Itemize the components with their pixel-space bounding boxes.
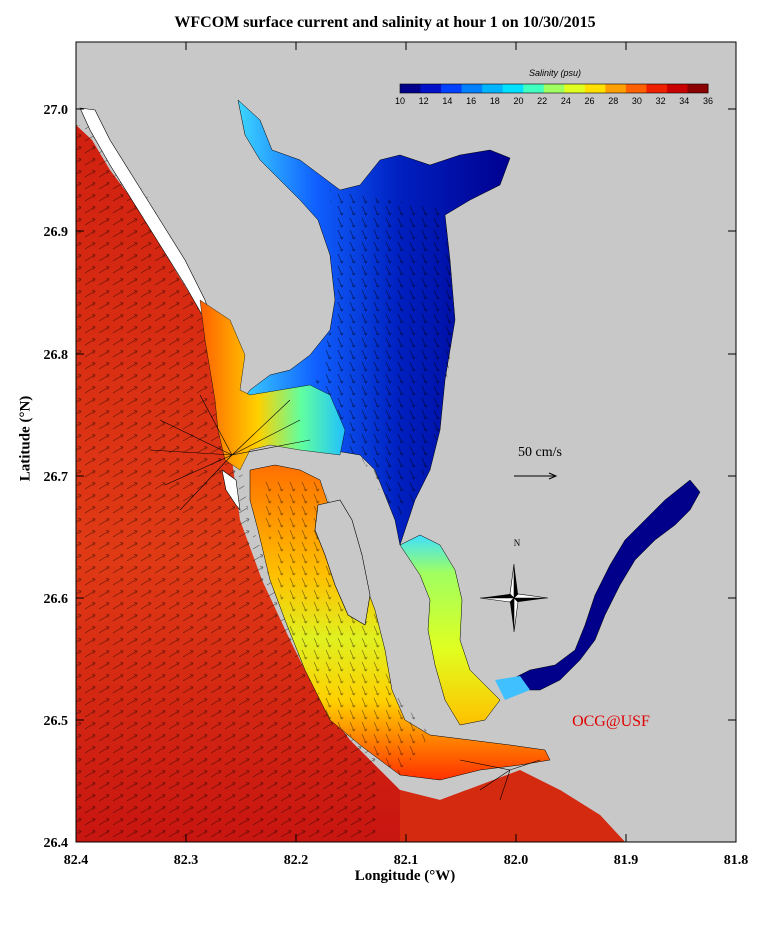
colorbar-swatch: [420, 84, 442, 93]
colorbar-swatch: [441, 84, 463, 93]
colorbar-tick-label: 10: [395, 96, 405, 106]
x-tick-label: 82.3: [174, 853, 199, 868]
colorbar-tick-label: 12: [419, 96, 429, 106]
colorbar-swatch: [625, 84, 647, 93]
estero-bay: [400, 770, 625, 842]
colorbar-swatch: [400, 84, 422, 93]
y-tick-label: 26.5: [44, 714, 69, 729]
credit-label: OCG@USF: [572, 713, 650, 730]
colorbar-swatch: [502, 84, 524, 93]
salinity-colorbar: Salinity (psu) 10 12 14 16 18 20 22 24 26 28 30 32 3…: [395, 68, 713, 106]
y-tick-label: 26.8: [44, 348, 69, 363]
colorbar-label: Salinity (psu): [529, 68, 581, 78]
pine-island: [314, 499, 371, 626]
colorbar-tick-label: 18: [490, 96, 500, 106]
scale-arrow-label: 50 cm/s: [518, 445, 562, 460]
colorbar-swatch: [646, 84, 668, 93]
x-tick-label: 81.8: [724, 853, 749, 868]
x-tick-label: 82.1: [394, 853, 419, 868]
colorbar-swatch: [482, 84, 504, 93]
barrier-island-sanibel: [221, 469, 241, 512]
colorbar-swatch: [605, 84, 627, 93]
colorbar-swatch: [564, 84, 586, 93]
x-axis-label: Longitude (°W): [354, 868, 456, 884]
y-tick-label: 26.9: [44, 225, 69, 240]
river-mouth: [495, 676, 530, 700]
colorbar-swatch: [461, 84, 483, 93]
map-title: WFCOM surface current and salinity at ho…: [174, 14, 596, 31]
colorbar-tick-label: 34: [679, 96, 689, 106]
colorbar-tick-label: 22: [537, 96, 547, 106]
y-tick-label: 26.7: [44, 470, 69, 485]
colorbar-swatch: [687, 84, 709, 93]
colorbar-tick-label: 20: [513, 96, 523, 106]
colorbar-swatch: [584, 84, 606, 93]
x-tick-label: 82.4: [64, 853, 89, 868]
scale-arrow: 50 cm/s: [514, 445, 562, 480]
colorbar-tick-label: 14: [442, 96, 452, 106]
colorbar-tick-label: 24: [561, 96, 571, 106]
inlet-jet-vectors: [149, 394, 541, 801]
x-tick-label: 82.0: [504, 853, 529, 868]
y-axis-label: Latitude (°N): [17, 395, 34, 482]
colorbar-swatch: [666, 84, 688, 93]
sound-current-vectors: [258, 480, 430, 775]
y-tick-label: 27.0: [44, 103, 69, 118]
compass-rose-icon: N: [479, 538, 549, 633]
boca-grande-inlet: [199, 299, 346, 471]
colorbar-swatch: [543, 84, 565, 93]
x-tick-label: 82.2: [284, 853, 309, 868]
compass-north-label: N: [514, 538, 521, 548]
colorbar-tick-label: 36: [703, 96, 713, 106]
colorbar-tick-label: 16: [466, 96, 476, 106]
y-tick-label: 26.6: [44, 592, 69, 607]
colorbar-tick-label: 28: [608, 96, 618, 106]
matlacha-pass: [399, 534, 501, 726]
y-tick-label: 26.4: [44, 836, 69, 851]
colorbar-tick-label: 26: [585, 96, 595, 106]
colorbar-tick-label: 30: [632, 96, 642, 106]
x-tick-label: 81.9: [614, 853, 639, 868]
colorbar-tick-label: 32: [656, 96, 666, 106]
colorbar-swatch: [523, 84, 545, 93]
